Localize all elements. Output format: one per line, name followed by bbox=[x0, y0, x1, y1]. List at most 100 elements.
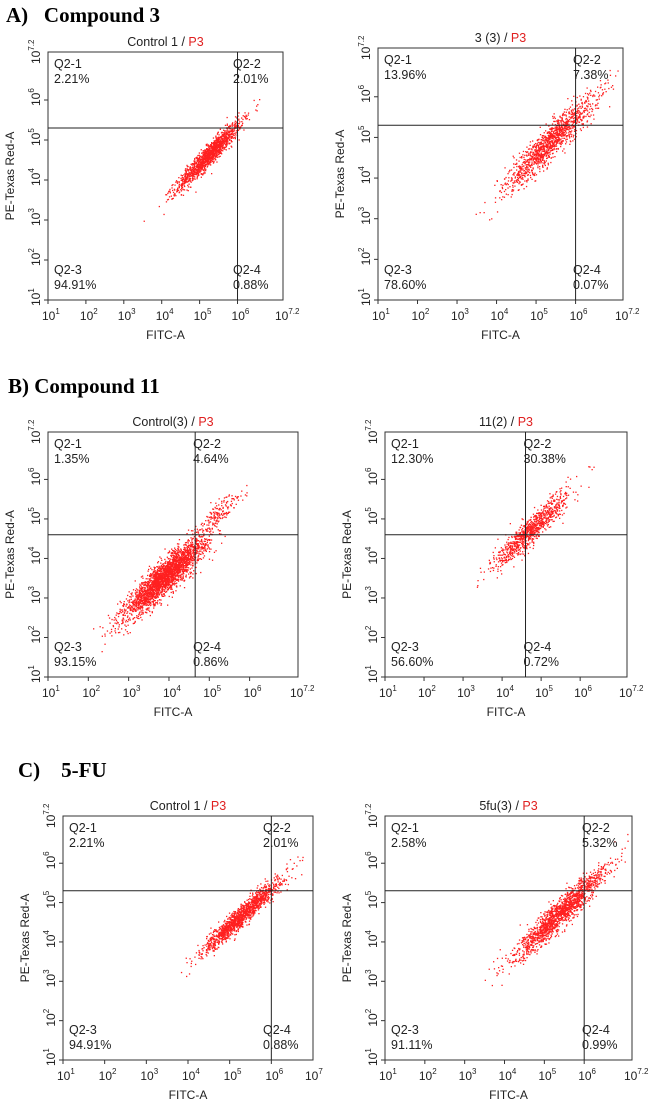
event-point bbox=[157, 590, 159, 592]
event-point bbox=[182, 554, 185, 557]
event-point bbox=[202, 166, 204, 168]
plot-title-gate: P3 bbox=[188, 35, 203, 49]
event-point bbox=[203, 550, 205, 552]
event-point bbox=[208, 160, 210, 162]
event-point bbox=[157, 573, 159, 575]
event-point bbox=[552, 128, 554, 130]
event-point bbox=[195, 191, 197, 193]
event-point bbox=[234, 124, 237, 126]
event-point bbox=[222, 146, 224, 149]
event-point bbox=[524, 167, 526, 169]
event-point bbox=[162, 569, 164, 571]
event-point bbox=[148, 602, 151, 604]
event-point bbox=[536, 153, 538, 155]
event-point bbox=[172, 549, 174, 552]
event-point bbox=[540, 154, 542, 156]
event-point bbox=[539, 159, 542, 161]
event-point bbox=[168, 561, 170, 563]
event-point bbox=[233, 134, 235, 137]
event-point bbox=[559, 130, 561, 132]
event-point bbox=[565, 141, 568, 143]
event-point bbox=[154, 577, 156, 579]
event-point bbox=[196, 543, 198, 545]
event-point bbox=[167, 580, 170, 582]
event-point bbox=[159, 584, 162, 586]
event-point bbox=[187, 558, 189, 561]
event-point bbox=[154, 604, 156, 606]
event-point bbox=[141, 596, 143, 598]
event-point bbox=[206, 148, 209, 150]
event-point bbox=[544, 150, 546, 152]
event-point bbox=[161, 594, 163, 597]
event-point bbox=[559, 131, 561, 133]
event-point bbox=[547, 148, 549, 150]
event-point bbox=[133, 601, 135, 604]
event-point bbox=[210, 160, 213, 162]
event-point bbox=[562, 112, 564, 115]
event-point bbox=[213, 142, 215, 144]
event-point bbox=[199, 169, 201, 171]
event-point bbox=[200, 165, 203, 167]
event-point bbox=[573, 126, 575, 128]
event-point bbox=[189, 576, 191, 578]
event-point bbox=[555, 131, 557, 133]
event-point bbox=[555, 127, 557, 130]
event-point bbox=[535, 174, 538, 176]
event-point bbox=[147, 595, 149, 597]
event-point bbox=[136, 595, 138, 597]
event-point bbox=[184, 179, 186, 182]
event-point bbox=[512, 189, 515, 191]
event-point bbox=[605, 91, 607, 93]
event-point bbox=[172, 568, 174, 570]
event-point bbox=[196, 164, 198, 166]
x-tick-label: 104 bbox=[156, 307, 174, 323]
event-point bbox=[536, 139, 539, 142]
event-point bbox=[166, 580, 168, 582]
event-point bbox=[156, 572, 158, 574]
event-point bbox=[516, 165, 518, 168]
event-point bbox=[206, 158, 208, 160]
event-point bbox=[220, 137, 222, 139]
event-point bbox=[238, 118, 240, 120]
event-point bbox=[210, 530, 212, 532]
event-point bbox=[167, 576, 170, 578]
event-point bbox=[554, 136, 556, 138]
event-point bbox=[231, 128, 234, 130]
event-point bbox=[541, 136, 543, 138]
event-point bbox=[235, 124, 237, 127]
event-point bbox=[546, 167, 548, 169]
event-point bbox=[523, 161, 525, 163]
event-point bbox=[178, 579, 180, 581]
event-point bbox=[580, 119, 582, 121]
event-point bbox=[247, 112, 250, 114]
event-point bbox=[225, 145, 228, 148]
event-point bbox=[189, 552, 191, 554]
event-point bbox=[208, 159, 210, 161]
event-point bbox=[173, 584, 175, 586]
event-point bbox=[197, 543, 199, 545]
event-point bbox=[204, 540, 206, 543]
event-point bbox=[192, 573, 194, 575]
event-point bbox=[499, 197, 501, 199]
event-point bbox=[145, 590, 147, 592]
event-point bbox=[537, 156, 539, 158]
event-point bbox=[542, 140, 544, 142]
event-point bbox=[568, 133, 570, 136]
event-point bbox=[491, 218, 493, 220]
event-point bbox=[543, 148, 546, 150]
event-point bbox=[543, 161, 546, 163]
event-point bbox=[159, 602, 161, 604]
event-point bbox=[119, 610, 121, 612]
event-point bbox=[530, 176, 532, 179]
event-point bbox=[219, 142, 222, 144]
event-point bbox=[185, 571, 187, 573]
event-point bbox=[197, 551, 199, 553]
event-point bbox=[141, 587, 144, 589]
event-point bbox=[209, 145, 211, 147]
event-point bbox=[178, 546, 180, 548]
event-point bbox=[158, 565, 160, 567]
plot-title: 3 (3) / P3 bbox=[475, 31, 526, 45]
event-point bbox=[135, 605, 138, 607]
event-point bbox=[204, 547, 206, 549]
event-point bbox=[517, 181, 519, 183]
